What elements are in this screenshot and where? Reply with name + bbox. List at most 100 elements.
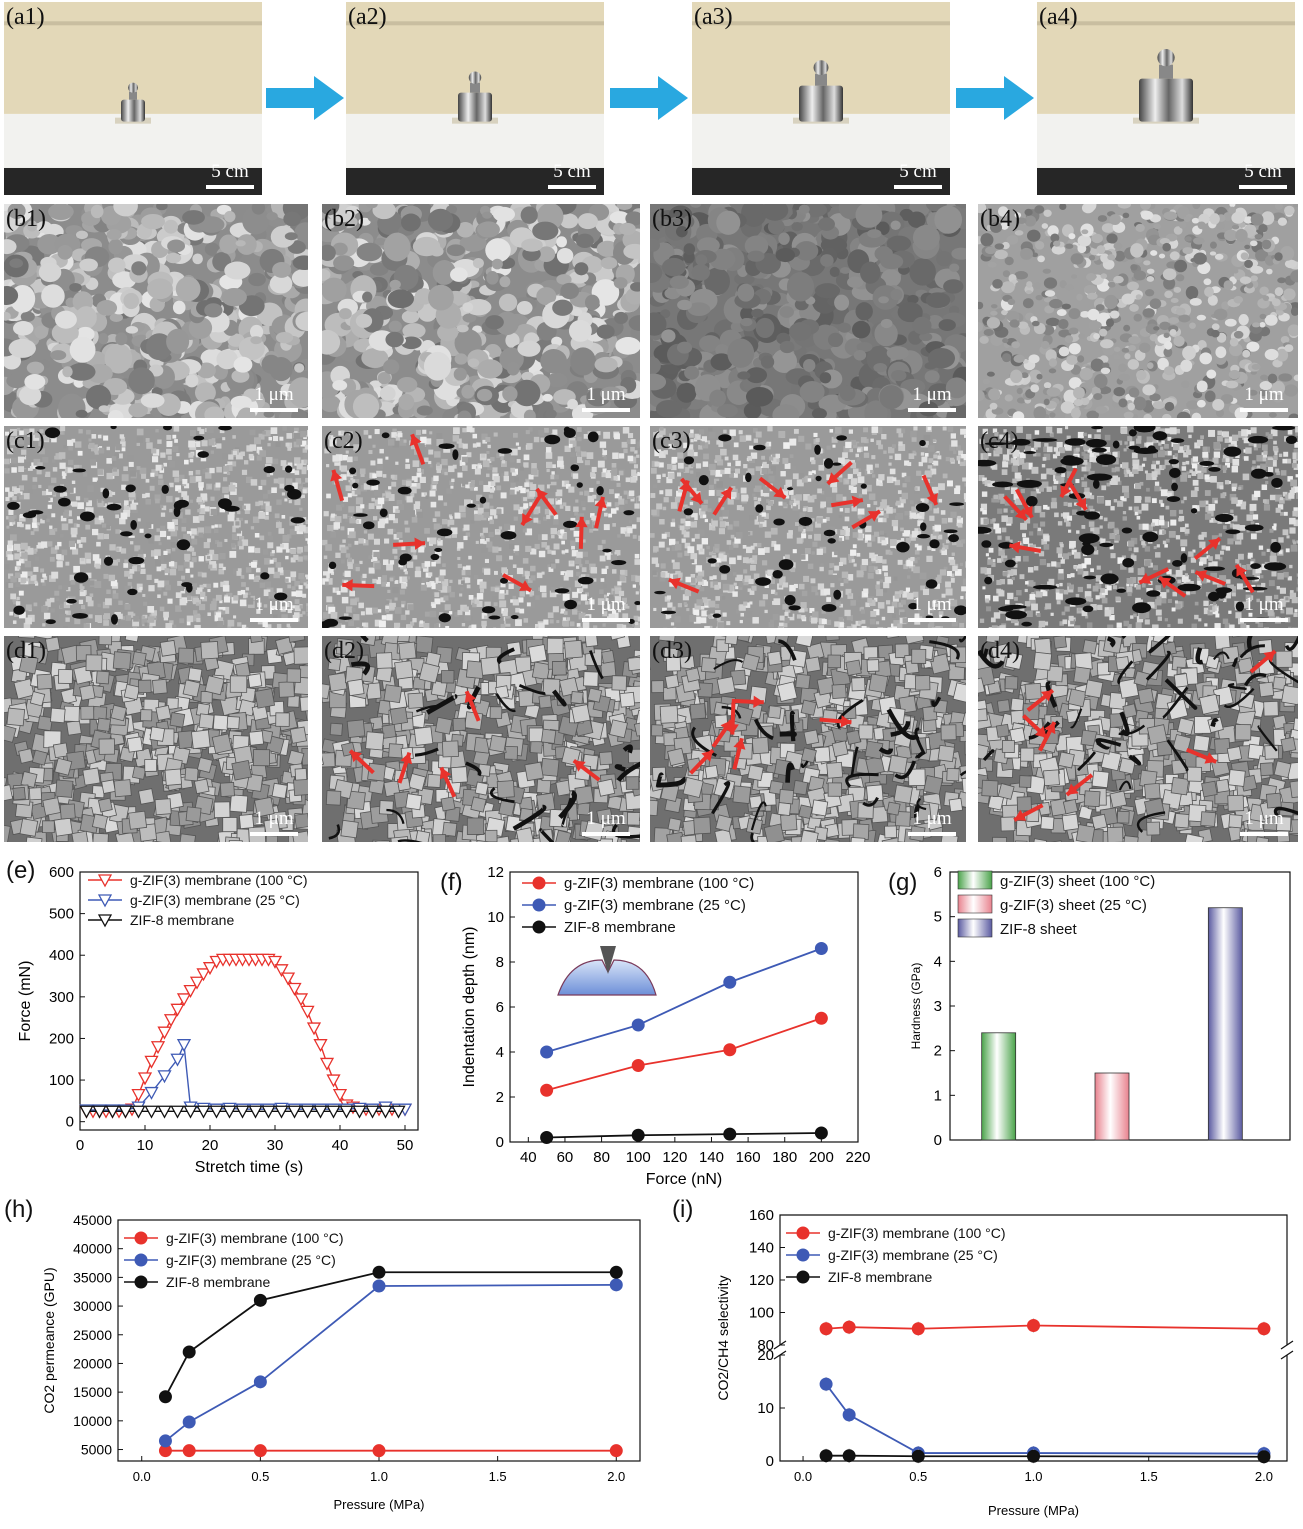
y-tick-label: 0 xyxy=(66,1114,74,1131)
legend-entry: ZIF-8 sheet xyxy=(957,918,1078,938)
photo-panel-a1-image xyxy=(4,2,262,195)
data-point xyxy=(183,984,198,998)
data-point xyxy=(170,1053,185,1067)
data-point xyxy=(300,1105,315,1119)
data-point xyxy=(391,1105,406,1119)
data-point xyxy=(105,1105,120,1119)
legend-marker xyxy=(532,898,546,912)
legend-entry: ZIF-8 membrane xyxy=(522,919,676,936)
data-point xyxy=(911,1322,925,1336)
data-point xyxy=(248,1105,263,1119)
data-point xyxy=(819,1449,833,1463)
series-line xyxy=(826,1324,1264,1330)
legend-marker xyxy=(97,914,113,928)
x-tick-label: 1.0 xyxy=(1024,1469,1042,1484)
data-point xyxy=(196,968,211,982)
x-tick-label: 0.5 xyxy=(251,1469,269,1484)
y-tick-label: 200 xyxy=(49,1030,74,1047)
legend-marker xyxy=(796,1270,810,1284)
data-point xyxy=(261,1105,276,1119)
crack-arrow-icon xyxy=(1234,563,1255,594)
scale-bar-label: 1 μm xyxy=(912,384,952,405)
photo-panel-a3: (a3) 5 cm xyxy=(692,2,950,195)
scale-bar-label: 5 cm xyxy=(899,161,937,182)
chart-g: (g) 0 1 2 3 4 5 6 Hardness (GPa) g-ZIF(3) sheet (… xyxy=(888,864,1291,1149)
scale-bar-label: 1 μm xyxy=(254,594,294,615)
sem-panel-b1-image xyxy=(4,204,308,418)
crack-arrow-icon xyxy=(819,715,852,728)
scale-bar: 1 μm xyxy=(582,808,630,836)
sem-panel-d2: (d2) 1 μm xyxy=(322,636,640,842)
legend-label: g-ZIF(3) membrane (100 °C) xyxy=(166,1230,344,1246)
photo-panel-a2: (a2) 5 cm xyxy=(346,2,604,195)
data-point xyxy=(176,993,192,1007)
data-point xyxy=(313,1105,328,1119)
series-line xyxy=(546,1132,822,1139)
scale-bar-line xyxy=(582,618,630,622)
x-tick-label: 200 xyxy=(809,1149,834,1166)
scale-bar: 1 μm xyxy=(1240,808,1288,836)
data-point xyxy=(144,1055,159,1069)
crack-arrow-icon xyxy=(712,486,733,516)
sem-panel-b3: (b3) 1 μm xyxy=(650,204,966,418)
crack-arrow-icon xyxy=(1138,567,1170,585)
y-tick-label: 400 xyxy=(49,947,74,964)
scale-bar-line xyxy=(250,618,298,622)
data-point xyxy=(253,1444,267,1458)
crack-arrow-icon xyxy=(464,690,481,722)
scale-bar-label: 1 μm xyxy=(1244,594,1284,615)
y-tick-label: 1 xyxy=(934,1087,942,1104)
x-tick-label: 50 xyxy=(397,1137,414,1154)
crack-arrow-icon xyxy=(1014,488,1034,519)
data-point xyxy=(274,964,289,978)
sem-panel-d4: (d4) 1 μm xyxy=(978,636,1298,842)
panel-label: (h) xyxy=(4,1196,33,1223)
y-tick-label: 120 xyxy=(749,1272,774,1289)
x-tick-label: 180 xyxy=(772,1149,797,1166)
y-tick-label: 0 xyxy=(934,1132,942,1149)
sequence-arrow-2 xyxy=(610,76,688,120)
sem-panel-b4-image xyxy=(978,204,1298,418)
panel-label: (c3) xyxy=(652,428,691,454)
scale-bar: 1 μm xyxy=(908,594,956,622)
legend-entry: ZIF-8 membrane xyxy=(124,1274,270,1290)
y-tick-label: 3 xyxy=(934,998,942,1015)
x-tick-label: 30 xyxy=(267,1137,284,1154)
crack-arrow-icon xyxy=(1065,773,1094,797)
indenter-schematic-icon xyxy=(557,946,657,996)
legend-label: ZIF-8 membrane xyxy=(130,912,234,928)
y-tick-label: 300 xyxy=(49,989,74,1006)
panel-label: (c1) xyxy=(6,428,45,454)
y-tick-label: 80 xyxy=(757,1337,774,1354)
data-point xyxy=(253,1375,267,1389)
y-tick-label: 160 xyxy=(749,1207,774,1224)
series-line xyxy=(826,1454,1264,1458)
chart-e: (e)0 10 20 30 40 500100200300400500600Stretch… xyxy=(6,857,419,1176)
panel-label: (b2) xyxy=(324,206,364,232)
axis-break-mark xyxy=(1280,1340,1294,1350)
data-point xyxy=(157,1070,172,1084)
data-point xyxy=(182,1345,196,1359)
data-point xyxy=(540,1045,554,1059)
y-tick-label: 20000 xyxy=(73,1355,112,1371)
scale-bar-label: 1 μm xyxy=(586,384,626,405)
legend-marker xyxy=(134,1231,148,1245)
chart-i: (i) 0.0 0.5 1.0 1.5 2.0 80 100 120 140 160 0 10 20 Pre… xyxy=(672,1196,1294,1518)
data-point xyxy=(378,1105,393,1119)
crack-arrow-icon xyxy=(502,573,532,593)
sem-panel-c4: (c4) 1 μm xyxy=(978,426,1298,628)
data-point xyxy=(92,1105,107,1119)
y-tick-label: 6 xyxy=(496,999,504,1016)
sem-panel-d3-image xyxy=(650,636,966,842)
data-point xyxy=(235,1105,250,1119)
legend-entry: g-ZIF(3) membrane (25 °C) xyxy=(522,897,746,914)
series-line xyxy=(86,1042,405,1111)
sem-panel-c3-image xyxy=(650,426,966,628)
scale-bar: 1 μm xyxy=(250,808,298,836)
y-tick-label: 8 xyxy=(496,954,504,971)
x-axis-label: Force (nN) xyxy=(646,1171,722,1188)
legend-entry: g-ZIF(3) membrane (100 °C) xyxy=(522,875,754,892)
legend-label: g-ZIF(3) sheet (25 °C) xyxy=(1000,897,1147,914)
scale-bar-line xyxy=(548,185,596,189)
crack-arrow-icon xyxy=(1158,575,1187,598)
